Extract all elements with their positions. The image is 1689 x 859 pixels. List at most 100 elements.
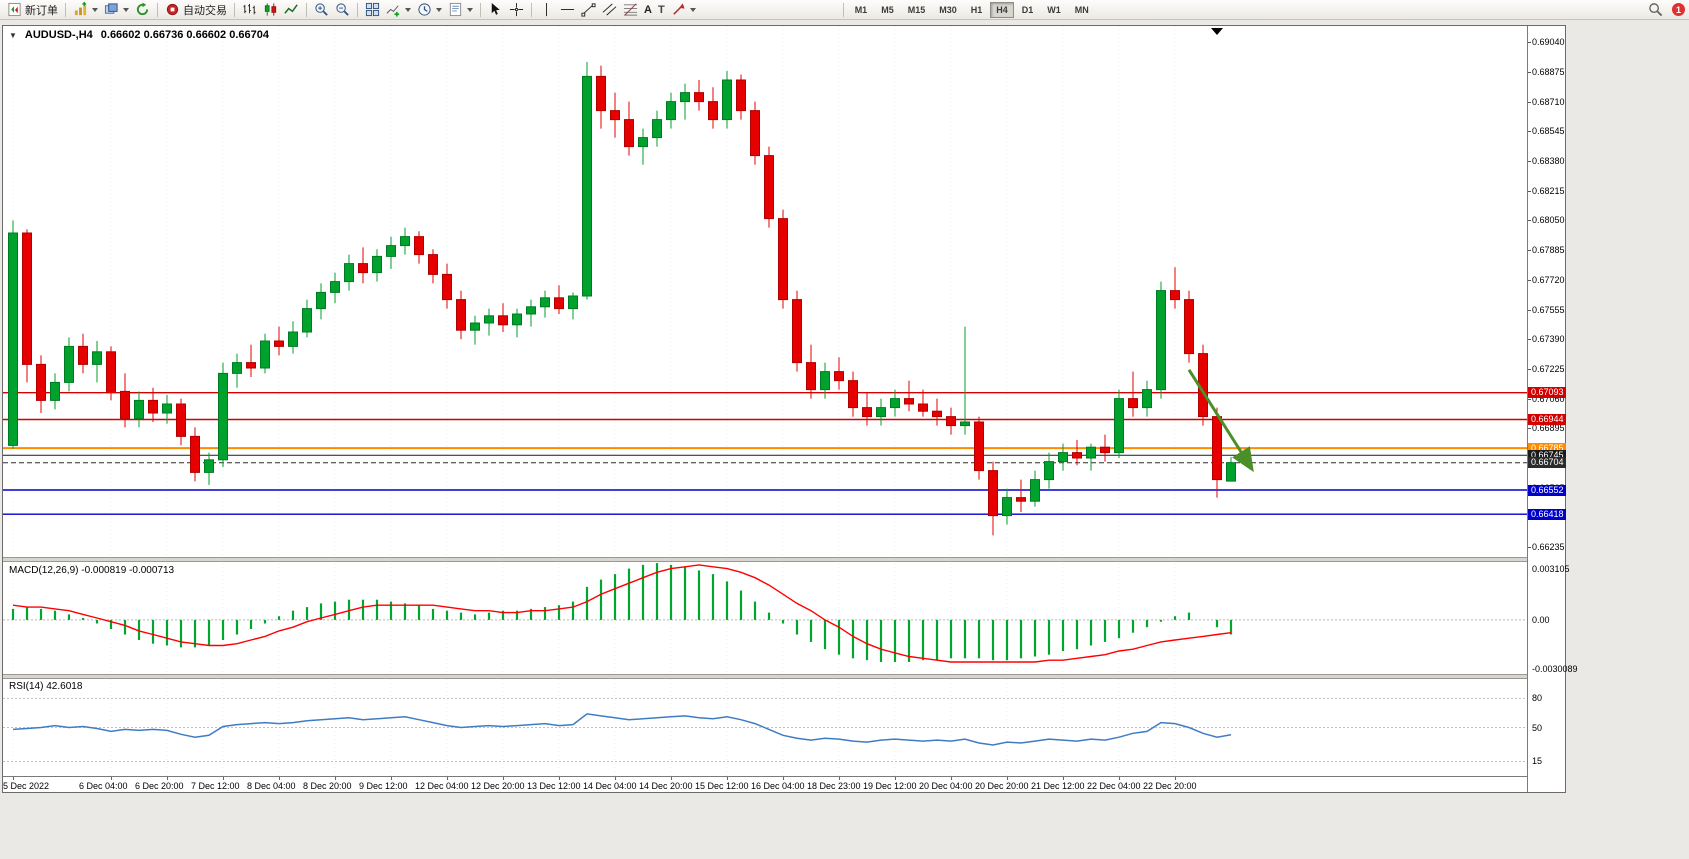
- time-tick: [559, 777, 560, 780]
- time-axis-label: 15 Dec 12:00: [695, 781, 749, 791]
- equidistant-channel-icon: [602, 3, 617, 16]
- candlestick-chart-button[interactable]: [260, 1, 281, 19]
- cursor-tool-button[interactable]: [485, 1, 506, 19]
- timeframe-h1-button[interactable]: H1: [970, 4, 983, 15]
- price-axis-label: 0.68380: [1532, 156, 1565, 166]
- indicators-dropdown-button[interactable]: [383, 1, 414, 19]
- time-tick: [335, 777, 336, 780]
- time-tick: [167, 777, 168, 780]
- toolbar-separator: [65, 2, 66, 17]
- macd-axis-label: 0.00: [1532, 615, 1550, 625]
- arrow-tools-caret-icon: [689, 7, 696, 12]
- price-axis-label: 0.67885: [1532, 245, 1565, 255]
- time-axis-label: 8 Dec 20:00: [303, 781, 352, 791]
- macd-pane-splitter[interactable]: [3, 557, 1565, 562]
- new-chart-icon: [74, 2, 87, 16]
- time-tick: [391, 777, 392, 780]
- time-axis[interactable]: 5 Dec 2022 6 Dec 04:00 6 Dec 20:00 7 Dec 12…: [3, 776, 1527, 792]
- time-tick: [447, 777, 448, 780]
- autotrading-icon: [166, 3, 179, 16]
- time-tick: [615, 777, 616, 780]
- line-chart-icon: [284, 4, 298, 14]
- chart-title: ▼ AUDUSD-,H4 0.66602 0.66736 0.66602 0.6…: [9, 29, 269, 41]
- autotrading-button[interactable]: 自动交易: [162, 1, 230, 19]
- vertical-line-tool-button[interactable]: [536, 1, 557, 19]
- trend-arrow[interactable]: [1187, 368, 1254, 473]
- price-tick: [1528, 428, 1531, 429]
- price-line-badge[interactable]: 0.66704: [1528, 457, 1566, 468]
- timeframe-mn-button[interactable]: MN: [1074, 4, 1089, 15]
- bar-chart-button[interactable]: [239, 1, 260, 19]
- new-chart-button[interactable]: [70, 1, 101, 19]
- price-axis-label: 0.66895: [1532, 423, 1565, 433]
- price-tick: [1528, 42, 1531, 43]
- timeframe-m1-button[interactable]: M1: [854, 4, 868, 15]
- arrow-tools-dropdown-button[interactable]: [668, 1, 699, 19]
- channel-tool-button[interactable]: [599, 1, 620, 19]
- price-line-badge[interactable]: 0.66785: [1528, 443, 1566, 454]
- line-chart-button[interactable]: [281, 1, 302, 19]
- macd-signal-line: [12, 564, 1232, 663]
- rsi-line: [12, 713, 1232, 746]
- price-line-badge[interactable]: 0.66418: [1528, 509, 1566, 520]
- price-axis-label: 0.66235: [1532, 542, 1565, 552]
- price-tick: [1528, 72, 1531, 73]
- price-tick: [1528, 310, 1531, 311]
- timeframe-w1-button[interactable]: W1: [1047, 4, 1061, 15]
- time-axis-label: 21 Dec 12:00: [1031, 781, 1085, 791]
- macd-axis-label: 0.003105: [1532, 564, 1570, 574]
- profiles-button[interactable]: [101, 1, 132, 19]
- macd-pane[interactable]: [3, 563, 1527, 675]
- new-order-button[interactable]: 新订单: [4, 1, 61, 19]
- profiles-caret-icon: [123, 7, 129, 12]
- autotrading-label: 自动交易: [183, 4, 227, 17]
- time-axis-label: 8 Dec 04:00: [247, 781, 296, 791]
- price-line-badge[interactable]: 0.66745: [1528, 450, 1566, 461]
- templates-caret-icon: [467, 7, 473, 12]
- horizontal-line-tool-button[interactable]: [557, 1, 578, 19]
- time-axis-label: 5 Dec 2022: [3, 781, 50, 791]
- price-line-badge[interactable]: 0.67093: [1528, 387, 1566, 398]
- notification-badge[interactable]: 1: [1672, 3, 1685, 16]
- price-tick: [1528, 369, 1531, 370]
- candlesticks: [8, 62, 1236, 536]
- rsi-pane[interactable]: [3, 679, 1527, 776]
- refresh-button[interactable]: [132, 1, 153, 19]
- timeframe-m5-button[interactable]: M5: [881, 4, 894, 15]
- text-label-tool-button[interactable]: T: [655, 1, 668, 19]
- chart-dropdown-icon[interactable]: ▼: [9, 30, 17, 40]
- price-axis-label: 0.69040: [1532, 37, 1565, 47]
- price-line-badge[interactable]: 0.66944: [1528, 414, 1566, 425]
- periods-dropdown-button[interactable]: [414, 1, 445, 19]
- rsi-pane-splitter[interactable]: [3, 674, 1565, 679]
- templates-dropdown-button[interactable]: [445, 1, 476, 19]
- timeframe-d1-button[interactable]: D1: [1021, 4, 1034, 15]
- text-tool-button[interactable]: A: [641, 1, 655, 19]
- rsi-indicator-label: RSI(14) 42.6018: [9, 681, 83, 692]
- time-axis-label: 14 Dec 20:00: [639, 781, 693, 791]
- indicators-caret-icon: [405, 7, 411, 12]
- fibonacci-tool-button[interactable]: [620, 1, 641, 19]
- rsi-axis-label: 15: [1532, 756, 1543, 766]
- price-chart-pane[interactable]: [3, 26, 1527, 557]
- new-order-label: 新订单: [25, 4, 58, 17]
- price-tick: [1528, 280, 1531, 281]
- price-line-badge[interactable]: 0.66552: [1528, 485, 1566, 496]
- periods-icon: [418, 3, 431, 16]
- timeframe-m30-button[interactable]: M30: [939, 4, 957, 15]
- zoom-in-button[interactable]: [311, 1, 332, 19]
- timeframe-m15-button[interactable]: M15: [907, 4, 926, 15]
- timeframe-h4-button[interactable]: H4: [990, 1, 1014, 18]
- zoom-out-icon: [336, 3, 349, 16]
- zoom-out-button[interactable]: [332, 1, 353, 19]
- vertical-line-icon: [546, 2, 547, 17]
- chart-shift-marker[interactable]: [1211, 28, 1223, 35]
- crosshair-tool-button[interactable]: [506, 1, 527, 19]
- tile-windows-button[interactable]: [362, 1, 383, 19]
- time-axis-label: 6 Dec 04:00: [79, 781, 128, 791]
- price-axis[interactable]: 0.69040 0.68875 0.68710 0.68545 0.68380 0.682…: [1527, 26, 1578, 792]
- trendline-tool-button[interactable]: [578, 1, 599, 19]
- search-button[interactable]: [1645, 1, 1666, 19]
- price-axis-label: 0.67720: [1532, 275, 1565, 285]
- tile-windows-icon: [365, 2, 380, 17]
